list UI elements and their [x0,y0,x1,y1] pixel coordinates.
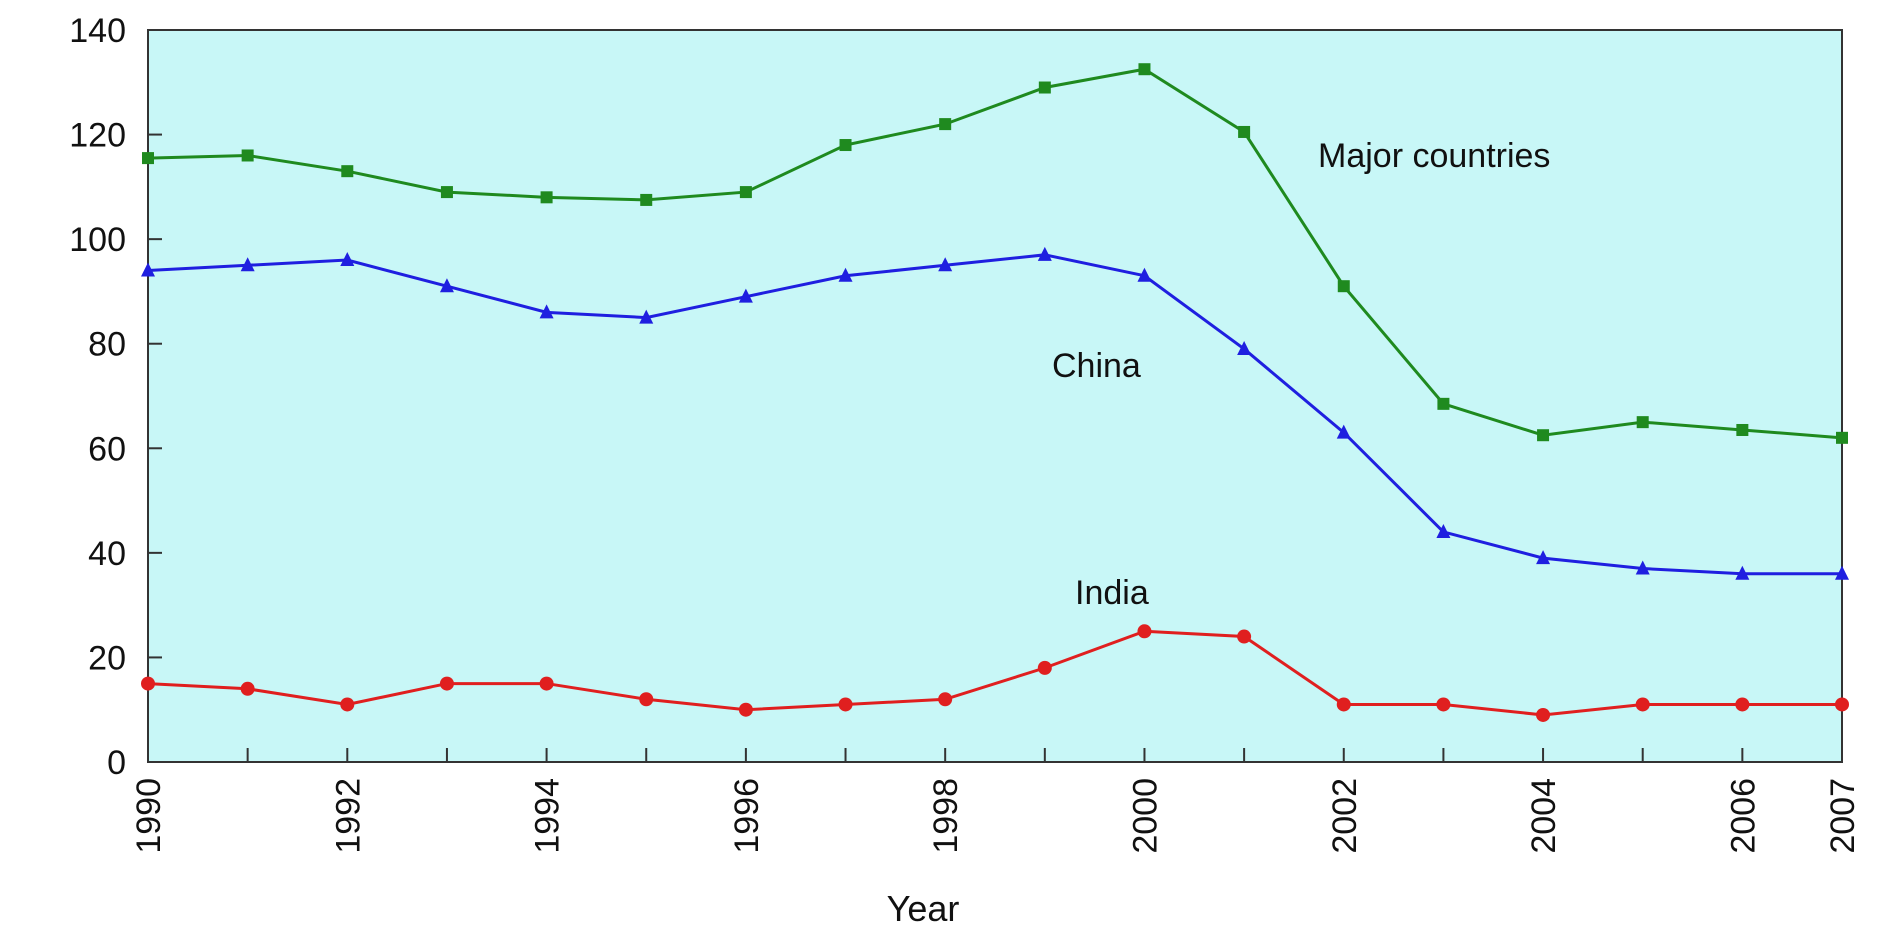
data-point [1536,550,1551,565]
x-tick-label: 2004 [1525,778,1563,854]
y-axis: 0 20 40 60 80 100 120 140 [69,12,162,782]
data-point [1835,565,1849,580]
data-point [838,697,853,712]
data-point [1536,707,1551,722]
data-point [640,193,653,206]
series-0 [142,63,1848,444]
data-point [1836,431,1848,444]
data-point [540,191,553,204]
series-labels: Major countries China India [1052,137,1550,612]
data-point [939,118,952,131]
data-point [141,676,155,691]
x-tick-label: 2006 [1724,778,1762,854]
data-point [1436,523,1451,538]
data-point [1337,280,1350,293]
y-tick-label: 120 [69,117,126,155]
series-label: China [1052,347,1141,385]
data-point [1336,424,1351,439]
series-label: India [1075,574,1149,612]
x-tick-label: 1996 [728,778,766,854]
data-point [1336,697,1351,712]
data-point [738,288,753,303]
data-point [938,692,953,707]
data-point [240,257,255,272]
data-point [142,152,154,165]
data-point [639,309,654,324]
data-point [1037,246,1052,261]
data-point [1437,397,1450,410]
y-tick-label: 0 [107,744,126,782]
x-tick-label: 2002 [1326,778,1364,854]
data-point [539,304,554,319]
y-tick-label: 100 [69,221,126,259]
x-tick-label: 2007 [1824,778,1862,854]
data-point [1436,697,1451,712]
data-point [1138,63,1151,76]
x-tick-label: 1992 [329,778,367,854]
data-point [241,149,254,162]
plot-area [147,29,1843,763]
data-point [1735,697,1750,712]
data-point [340,697,355,712]
data-point [341,165,354,178]
data-point [440,186,453,199]
series-label: Major countries [1318,137,1550,175]
data-point [1038,81,1051,94]
series-line [147,67,1843,440]
data-point [1537,429,1550,442]
x-tick-label: 1990 [130,778,168,854]
data-point [739,186,752,199]
data-point [439,278,454,293]
y-tick-label: 140 [69,12,126,50]
data-point [1137,267,1152,282]
data-point [938,257,953,272]
series-line [147,629,1842,717]
x-tick-label: 1998 [927,778,965,854]
y-tick-label: 60 [88,430,126,468]
x-axis: 1990 1992 1994 1996 1998 2000 2002 2004 2006 2007 [130,748,1862,854]
data-point [1635,560,1650,575]
data-point [1636,416,1649,429]
data-point [539,676,554,691]
series-1 [141,246,1849,580]
y-tick-label: 40 [88,535,126,573]
y-tick-label: 20 [88,639,126,677]
x-tick-label: 1994 [529,778,567,854]
x-tick-label: 2000 [1126,778,1164,854]
data-point [1635,697,1650,712]
data-point [1736,423,1749,436]
data-point [1137,624,1152,639]
data-point [738,702,753,717]
data-point [1237,629,1252,644]
data-point [1835,697,1849,712]
data-point [1237,340,1252,355]
data-point [1238,125,1251,138]
series-2 [141,624,1849,722]
data-point [1037,660,1052,675]
series-line [147,253,1842,576]
series-layer [141,63,1849,722]
data-point [240,681,255,696]
data-point [839,139,852,152]
y-tick-label: 80 [88,326,126,364]
data-point [639,692,654,707]
data-point [340,252,355,267]
data-point [141,262,155,277]
data-point [1735,565,1750,580]
data-point [838,267,853,282]
data-point [439,676,454,691]
x-axis-title: Year [887,888,960,929]
